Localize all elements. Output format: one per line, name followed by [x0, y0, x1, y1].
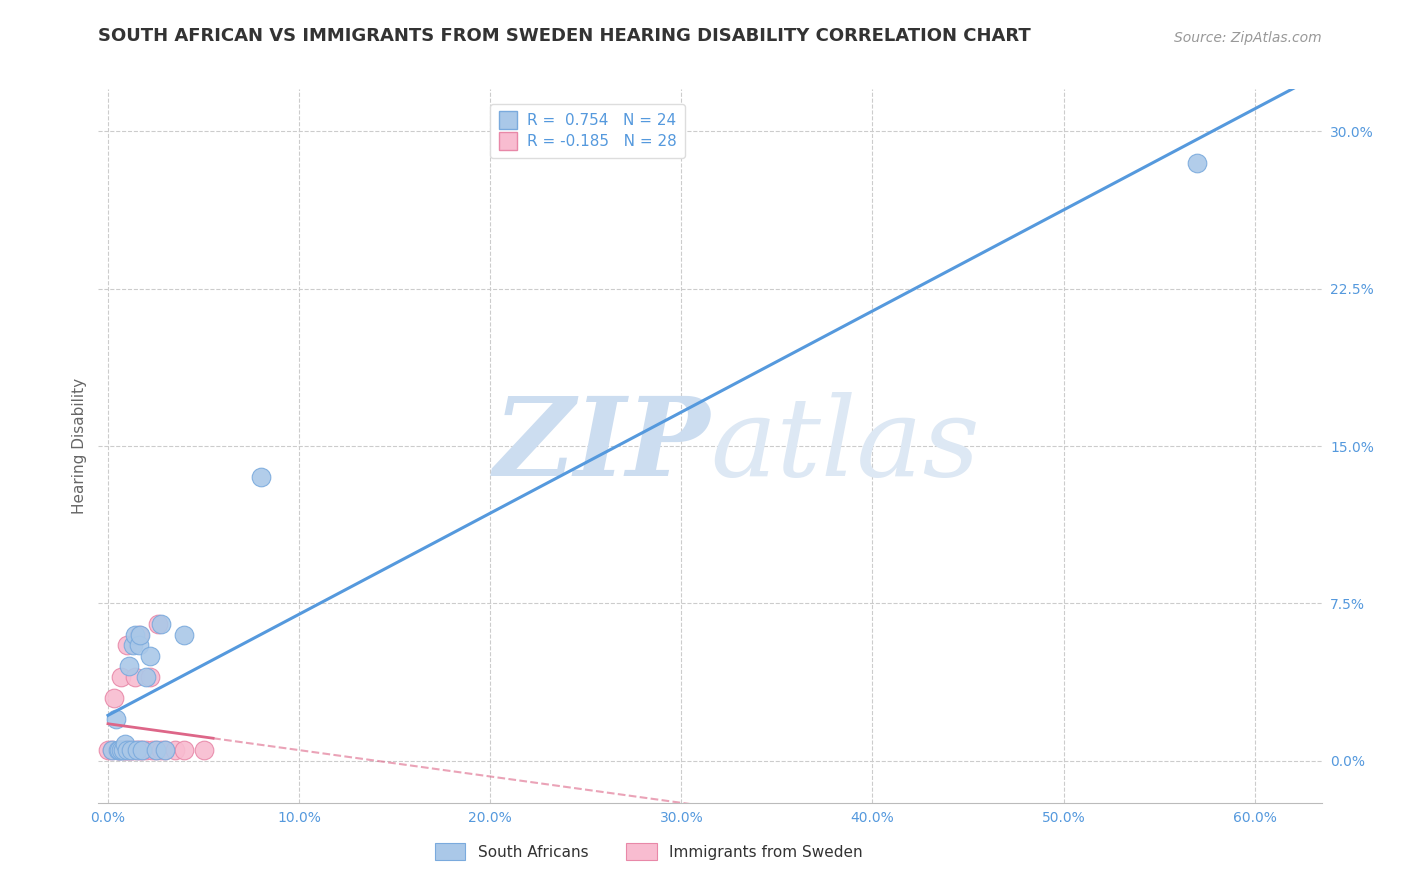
Point: [103, 690, 125, 705]
Point: [121, 743, 143, 757]
Point: [128, 639, 150, 653]
Point: [145, 743, 167, 757]
Point: [114, 737, 136, 751]
Point: [115, 743, 138, 757]
Y-axis label: Hearing Disability: Hearing Disability: [72, 378, 87, 514]
Point: [155, 743, 177, 757]
Point: [115, 639, 138, 653]
Point: [193, 743, 215, 757]
Point: [173, 743, 195, 757]
Point: [125, 743, 148, 757]
Point: [131, 743, 153, 757]
Point: [110, 743, 132, 757]
Point: [104, 712, 127, 726]
Point: [101, 743, 124, 757]
Point: [145, 743, 167, 757]
Point: [150, 743, 173, 757]
Point: [135, 743, 157, 757]
Point: [173, 628, 195, 642]
Point: [129, 628, 152, 642]
Point: [139, 670, 162, 684]
Point: [112, 743, 135, 757]
Point: [155, 743, 177, 757]
Point: [118, 659, 141, 673]
Point: [120, 743, 142, 757]
Point: [118, 743, 141, 757]
Point: [124, 628, 146, 642]
Point: [107, 743, 129, 757]
Point: [146, 617, 169, 632]
Point: [125, 743, 148, 757]
Point: [129, 743, 152, 757]
Point: [112, 743, 135, 757]
Point: [135, 670, 157, 684]
Point: [163, 743, 186, 757]
Point: [97, 743, 120, 757]
Point: [110, 670, 132, 684]
Point: [139, 648, 162, 663]
Point: [108, 743, 131, 757]
Text: atlas: atlas: [710, 392, 980, 500]
Text: ZIP: ZIP: [494, 392, 710, 500]
Point: [121, 639, 143, 653]
Point: [107, 743, 129, 757]
Point: [128, 628, 150, 642]
Point: [131, 743, 153, 757]
Legend: South Africans, Immigrants from Sweden: South Africans, Immigrants from Sweden: [429, 837, 869, 866]
Point: [150, 617, 173, 632]
Point: [114, 743, 136, 757]
Point: [141, 743, 163, 757]
Point: [108, 743, 131, 757]
Point: [115, 743, 138, 757]
Text: Source: ZipAtlas.com: Source: ZipAtlas.com: [1174, 30, 1322, 45]
Point: [124, 670, 146, 684]
Point: [1187, 155, 1209, 169]
Text: SOUTH AFRICAN VS IMMIGRANTS FROM SWEDEN HEARING DISABILITY CORRELATION CHART: SOUTH AFRICAN VS IMMIGRANTS FROM SWEDEN …: [98, 27, 1031, 45]
Point: [120, 743, 142, 757]
Point: [250, 470, 273, 484]
Point: [101, 743, 124, 757]
